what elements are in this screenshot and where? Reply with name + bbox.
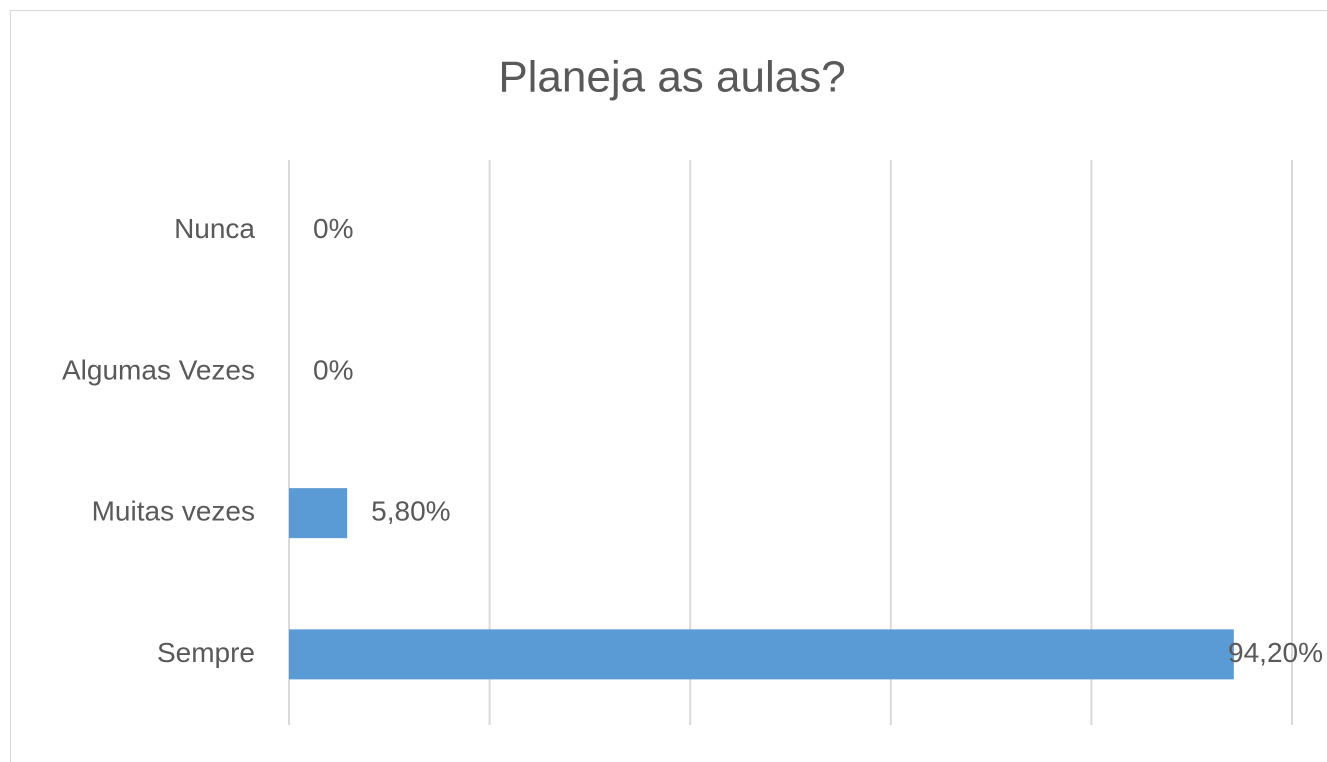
data-label: 5,80% bbox=[371, 496, 450, 527]
bar bbox=[289, 629, 1234, 680]
y-tick-label: Muitas vezes bbox=[92, 496, 255, 527]
data-label: 94,20% bbox=[1228, 637, 1323, 668]
y-tick-label: Nunca bbox=[174, 213, 255, 244]
data-label: 0% bbox=[313, 213, 353, 244]
bar bbox=[289, 488, 348, 539]
data-label: 0% bbox=[313, 354, 353, 385]
y-tick-label: Sempre bbox=[157, 637, 255, 668]
chart-title: Planeja as aulas? bbox=[498, 53, 845, 102]
y-tick-label: Algumas Vezes bbox=[62, 354, 255, 385]
